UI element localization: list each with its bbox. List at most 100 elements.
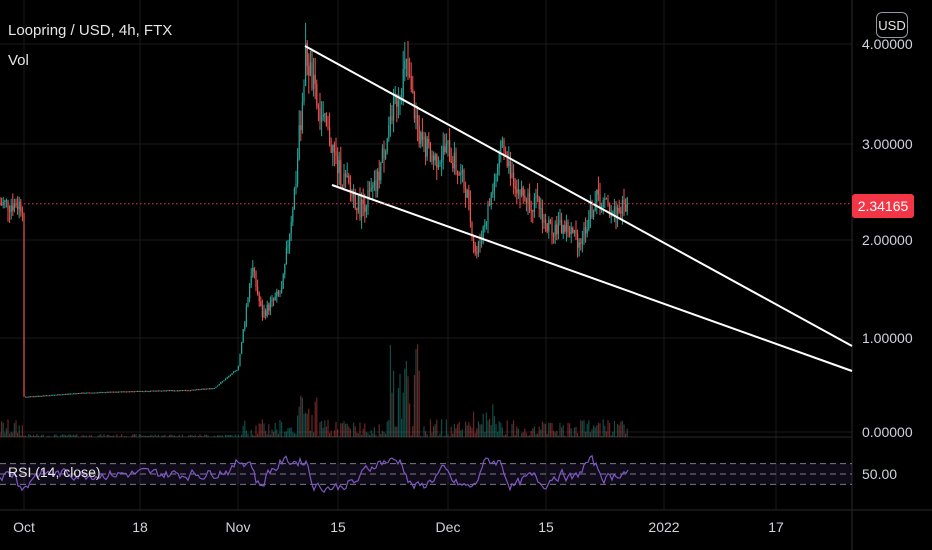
time-tick-label: 15 [330, 519, 346, 535]
candle-body [33, 396, 35, 398]
volume-bar [161, 435, 163, 437]
candle-body [605, 198, 607, 200]
candle-body [388, 125, 390, 139]
volume-bar [281, 422, 283, 437]
volume-bar [63, 434, 65, 437]
candle-body [341, 184, 343, 186]
rsi-level-label: 50.00 [862, 466, 897, 482]
candle-body [101, 392, 103, 394]
volume-bar [391, 392, 393, 437]
volume-label: Vol [8, 52, 29, 69]
volume-bar [241, 434, 243, 437]
time-tick-label: 15 [538, 519, 554, 535]
candle-body [37, 395, 39, 397]
volume-bar [153, 436, 155, 437]
candle-body [105, 392, 107, 394]
candle-body [87, 392, 89, 394]
candle-body [474, 244, 476, 253]
candle-body [81, 392, 83, 394]
candle-body [407, 58, 409, 76]
candle-body [393, 94, 395, 121]
candle-body [594, 202, 596, 211]
candle-body [71, 393, 73, 395]
candle-body [489, 203, 491, 205]
volume-bar [124, 436, 126, 437]
volume-bar [37, 435, 39, 437]
volume-bar [396, 426, 398, 437]
candle-body [548, 220, 550, 232]
volume-bar [301, 397, 303, 437]
volume-bar [321, 420, 323, 437]
candle-body [276, 291, 278, 297]
candle-body [207, 388, 209, 390]
volume-bar [557, 435, 559, 437]
volume-bar [399, 373, 401, 437]
candle-body [210, 388, 212, 390]
candle-body [540, 208, 542, 210]
candle-body [421, 132, 423, 140]
volume-bar [503, 435, 505, 437]
candle-body [269, 301, 271, 311]
candle-body [434, 154, 436, 161]
volume-bar [380, 433, 382, 437]
candle-body [426, 138, 428, 157]
volume-bar [65, 434, 67, 437]
volume-bar [284, 431, 286, 437]
price-axis: 4.00000 3.00000 2.00000 1.00000 0.00000 [862, 36, 913, 440]
candle-body [186, 390, 188, 392]
candle-body [460, 172, 462, 175]
volume-bar [545, 423, 547, 437]
volume-bar [564, 435, 566, 437]
candle-body [402, 69, 404, 97]
volume-bar [31, 435, 33, 437]
candle-body [65, 393, 67, 395]
time-tick-label: Dec [436, 519, 461, 535]
volume-bar [317, 436, 319, 437]
volume-bar [181, 434, 183, 437]
volume-bar [193, 436, 195, 437]
candle-body [277, 291, 279, 294]
volume-bar [41, 434, 43, 437]
volume-bar [609, 422, 611, 437]
volume-bar [263, 423, 265, 437]
candle-body [161, 390, 163, 392]
volume-bar [541, 421, 543, 437]
candle-body [349, 182, 351, 190]
candle-body [423, 136, 425, 140]
volume-bar [273, 431, 275, 437]
candle-body [457, 171, 459, 175]
volume-bar [57, 435, 59, 437]
time-tick-label: 17 [768, 519, 784, 535]
candle-body [562, 225, 564, 234]
candle-body [92, 392, 94, 394]
candle-body [285, 248, 287, 264]
rsi-indicator-label[interactable]: RSI (14, close) [8, 464, 101, 480]
volume-bar [610, 435, 612, 437]
candle-body [525, 197, 527, 204]
volume-bar [119, 436, 121, 437]
volume-bar [226, 435, 228, 437]
volume-bar [569, 423, 571, 437]
candle-body [565, 221, 567, 232]
candle-body [415, 115, 417, 119]
candle-body [305, 43, 307, 86]
volume-bar [314, 401, 316, 437]
currency-button[interactable]: USD [876, 12, 908, 38]
candle-body [493, 181, 495, 191]
candle-body [465, 187, 467, 198]
candle-body [298, 125, 300, 159]
volume-bar [132, 434, 134, 437]
volume-bar [604, 425, 606, 437]
candle-body [545, 219, 547, 224]
candle-body [309, 62, 311, 76]
candle-body [314, 74, 316, 84]
candle-body [450, 160, 452, 164]
volume-bar [353, 422, 355, 437]
candle-body [389, 116, 391, 126]
candle-body [439, 162, 441, 165]
candle-body [108, 391, 110, 393]
candle-body [226, 377, 228, 379]
candle-body [337, 156, 339, 174]
